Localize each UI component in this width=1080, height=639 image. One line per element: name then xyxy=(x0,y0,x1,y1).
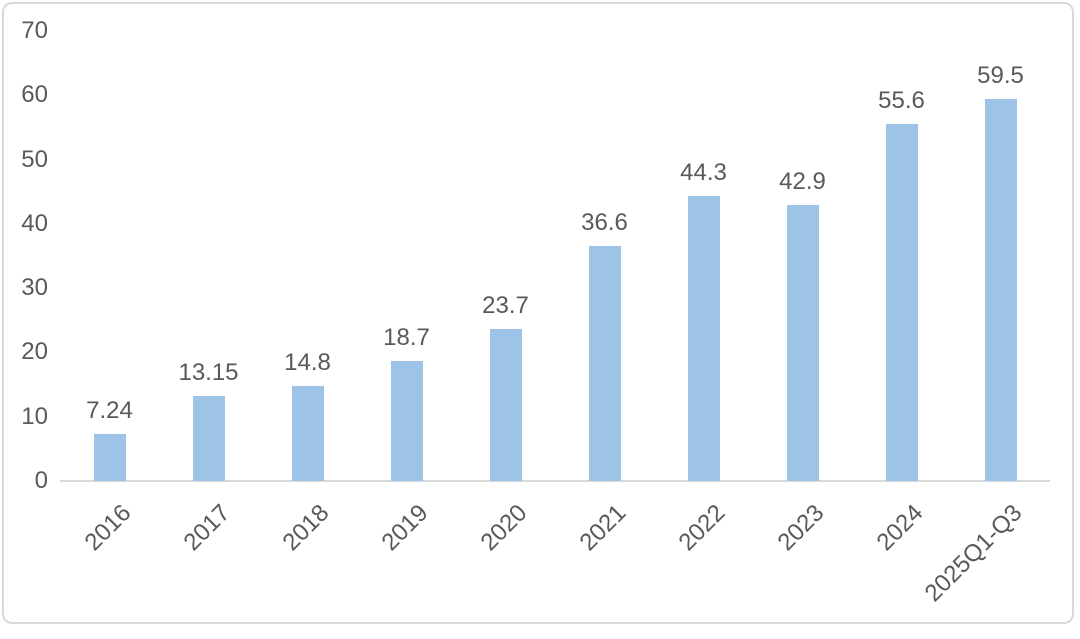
data-label: 44.3 xyxy=(680,159,727,187)
bar-2022 xyxy=(687,196,720,481)
bar-2024 xyxy=(885,123,918,481)
data-label: 55.6 xyxy=(878,86,925,114)
x-axis-line xyxy=(60,480,1050,482)
data-label: 14.8 xyxy=(284,348,331,376)
bar-2021 xyxy=(588,245,621,481)
y-axis-tick-label: 0 xyxy=(34,467,48,494)
bar-2025Q1-Q3 xyxy=(984,98,1017,481)
y-axis-tick-label: 30 xyxy=(21,274,48,302)
data-label: 42.9 xyxy=(779,168,826,196)
y-axis-tick-label: 40 xyxy=(21,209,48,237)
bar-2020 xyxy=(489,328,522,481)
bar-2023 xyxy=(786,205,819,481)
data-label: 7.24 xyxy=(86,397,133,425)
y-axis-tick-label: 50 xyxy=(21,145,48,173)
bar-2017 xyxy=(192,396,225,481)
bar-2018 xyxy=(291,385,324,481)
bar-2019 xyxy=(390,360,423,481)
y-axis-tick-label: 10 xyxy=(21,402,48,430)
data-label: 13.15 xyxy=(178,359,239,387)
y-axis-tick-label: 60 xyxy=(21,81,48,109)
data-label: 36.6 xyxy=(581,208,628,236)
bar-2016 xyxy=(93,434,126,481)
data-label: 23.7 xyxy=(482,291,529,319)
data-label: 18.7 xyxy=(383,323,430,351)
data-label: 59.5 xyxy=(977,61,1024,89)
y-axis-tick-label: 70 xyxy=(21,17,48,44)
y-axis-tick-label: 20 xyxy=(21,338,48,366)
